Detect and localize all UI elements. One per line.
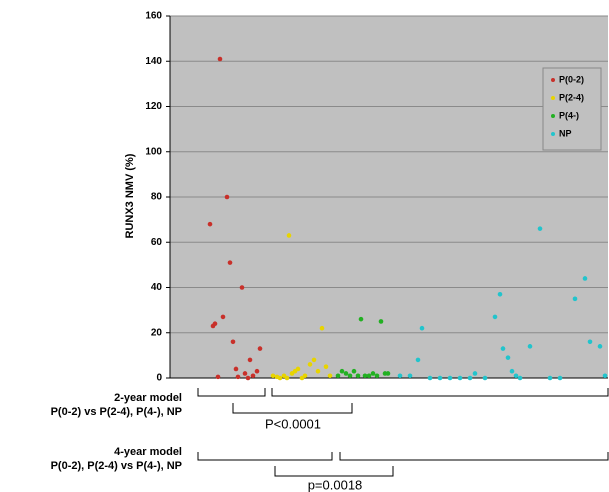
point [447,375,453,381]
point [374,373,380,379]
point [207,221,213,227]
legend-label: P(0-2) [559,74,584,84]
point [472,371,478,376]
point [217,56,223,62]
point [220,314,226,320]
y-tick-label: 80 [151,192,163,203]
point [270,373,276,379]
y-tick-label: 40 [151,282,163,293]
point [257,346,263,351]
point [582,276,588,281]
legend-marker [551,96,555,100]
point [572,296,578,302]
point [327,373,333,379]
point [254,368,260,374]
point [397,373,403,379]
point [233,366,239,372]
legend-marker [551,78,555,82]
point [315,368,321,374]
point [385,371,391,376]
y-tick-label: 160 [145,11,162,22]
point [437,375,443,381]
point [323,364,329,369]
point [239,285,245,290]
point [358,316,364,322]
y-axis-label: RUNX3 NMV (%) [124,153,136,238]
annotation: P(0-2) vs P(2-4), P(4-), NP [51,406,182,418]
point [597,344,603,349]
point [500,346,506,351]
point [509,368,515,374]
point [497,291,503,297]
y-tick-label: 140 [145,56,162,67]
point [505,355,511,360]
point [307,362,313,367]
brackets [197,388,609,477]
point [557,375,563,381]
point [335,373,341,379]
legend-label: NP [559,128,572,138]
point [319,325,325,331]
point [235,374,241,380]
point [587,339,593,345]
y-tick-label: 0 [156,373,162,384]
annotation: P<0.0001 [265,416,321,431]
point [230,339,236,345]
annotation: p=0.0018 [308,477,363,492]
point [311,357,317,363]
point [517,375,523,381]
point [492,314,498,320]
annotation: 2-year model [114,392,182,404]
point [513,373,519,379]
y-tick-label: 60 [151,237,163,248]
point [366,373,372,379]
point [339,368,345,374]
point [215,374,221,380]
point [370,371,376,376]
point [547,375,553,381]
point [295,366,301,372]
point [427,375,433,381]
point [419,325,425,331]
point [467,375,473,381]
point [457,375,463,381]
point [250,373,256,379]
point [227,260,233,265]
y-tick-label: 100 [145,146,162,157]
y-tick-label: 20 [151,327,163,338]
legend-label: P(4-) [559,110,579,120]
point [242,371,248,376]
y-tick-label: 120 [145,101,162,112]
point [602,373,608,379]
point [245,375,251,381]
point [355,373,361,379]
point [343,371,349,376]
point [277,375,283,381]
legend-label: P(2-4) [559,92,584,102]
legend-marker [551,114,555,118]
annotation: 4-year model [114,446,182,458]
legend-marker [551,132,555,136]
point [482,375,488,381]
point [224,194,230,200]
point [407,373,413,379]
point [527,344,533,349]
annotation: P(0-2), P(2-4) vs P(4-), NP [51,460,182,472]
point [378,319,384,324]
point [362,373,368,379]
point [286,233,292,238]
point [351,368,357,374]
point [302,373,308,379]
point [537,226,543,231]
point [415,357,421,363]
point [247,357,253,363]
point [347,373,353,379]
point [284,375,290,381]
point [212,321,218,327]
